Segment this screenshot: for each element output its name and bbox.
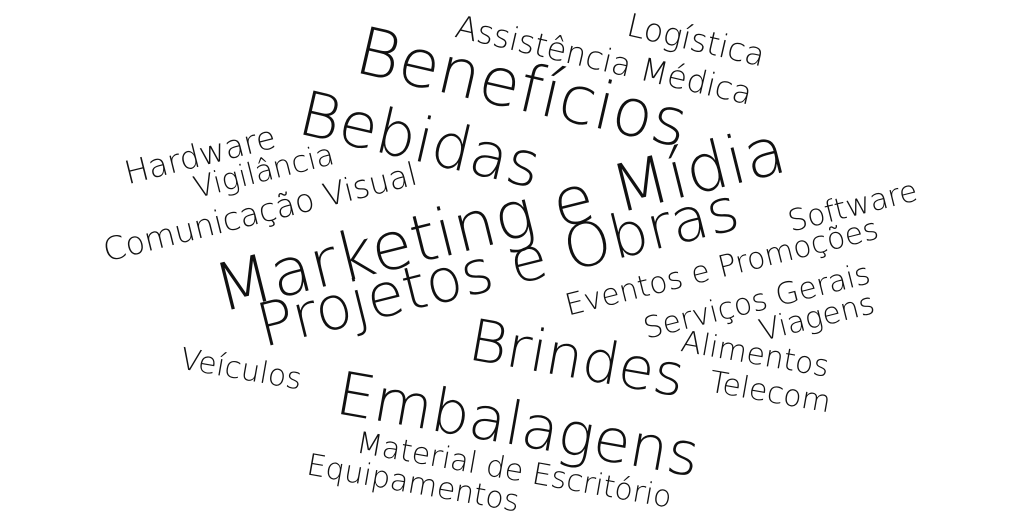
word-cloud: Benefícios Bebidas Marketing e Mídia Pro…: [99, 6, 921, 520]
